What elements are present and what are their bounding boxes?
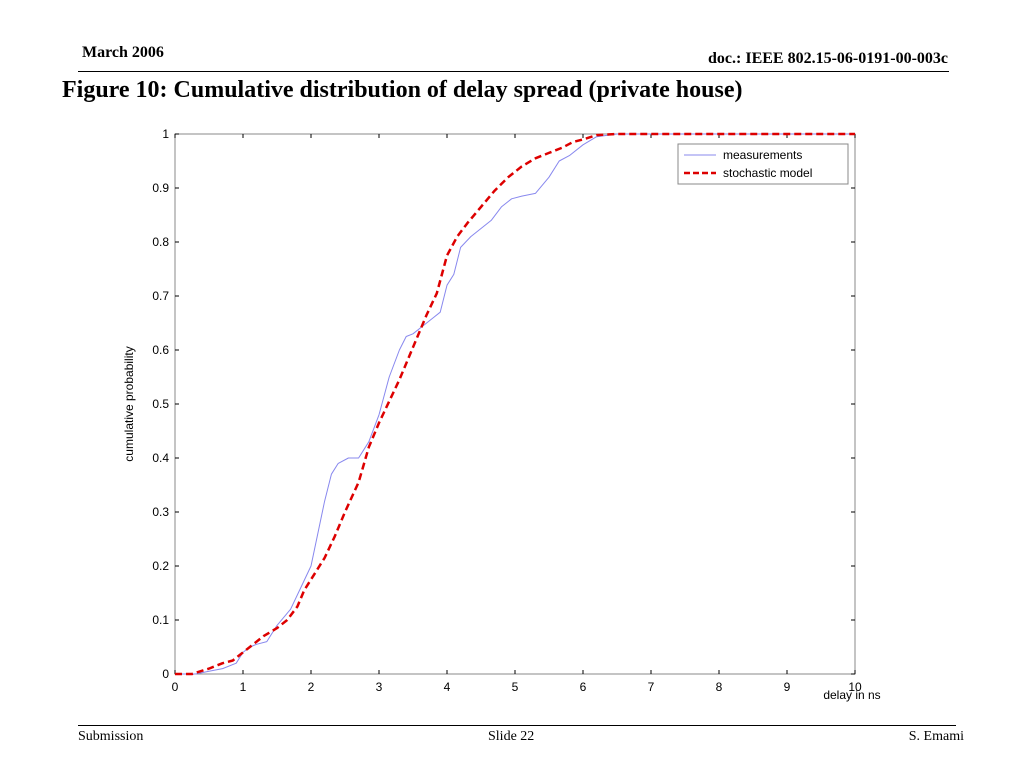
series-layer — [175, 132, 855, 676]
x-tick-label: 9 — [784, 680, 791, 694]
x-tick-label: 10 — [848, 680, 862, 694]
series-line-measurements — [175, 133, 855, 675]
header-date: March 2006 — [82, 44, 164, 61]
legend-box — [677, 143, 849, 185]
series-line-stochastic-model — [175, 132, 855, 676]
legend-label-stochastic-model: stochastic model — [723, 166, 812, 180]
y-axis-label: cumulative probability — [122, 346, 136, 461]
x-axis-label: delay in ns — [823, 688, 880, 702]
legend: measurements stochastic model — [677, 143, 849, 185]
y-tick-label: 0.3 — [152, 505, 169, 519]
x-tick-label: 4 — [444, 680, 451, 694]
y-tick-label: 0.9 — [152, 181, 169, 195]
footer-submission: Submission — [78, 729, 144, 744]
x-tick-label: 3 — [376, 680, 383, 694]
x-tick-label: 7 — [648, 680, 655, 694]
x-tick-label: 5 — [512, 680, 519, 694]
y-tick-label: 0.6 — [152, 343, 169, 357]
axis-ticks: 0 1 2 3 4 5 6 7 8 9 10 0 0.1 0.2 0.3 0.4 0.5 0.6 0.7 0.8 0.9… — [152, 127, 862, 694]
plot-area-frame — [174, 133, 856, 675]
y-tick-label: 0 — [162, 667, 169, 681]
x-tick-label: 8 — [716, 680, 723, 694]
y-tick-label: 0.1 — [152, 613, 169, 627]
x-tick-label: 0 — [172, 680, 179, 694]
x-tick-label: 2 — [308, 680, 315, 694]
header-rule — [78, 71, 949, 72]
y-tick-label: 0.2 — [152, 559, 169, 573]
figure-title: Figure 10: Cumulative distribution of de… — [62, 77, 743, 103]
x-tick-label: 6 — [580, 680, 587, 694]
y-tick-label: 0.8 — [152, 235, 169, 249]
y-tick-label: 0.7 — [152, 289, 169, 303]
y-tick-label: 1 — [162, 127, 169, 141]
footer-rule — [78, 725, 956, 726]
header-doc-id: doc.: IEEE 802.15-06-0191-00-003c — [708, 50, 948, 67]
x-tick-label: 1 — [240, 680, 247, 694]
y-tick-label: 0.5 — [152, 397, 169, 411]
y-tick-label: 0.4 — [152, 451, 169, 465]
footer-author: S. Emami — [908, 729, 964, 744]
legend-label-measurements: measurements — [723, 148, 802, 162]
footer-slide-number: Slide 22 — [488, 729, 535, 744]
